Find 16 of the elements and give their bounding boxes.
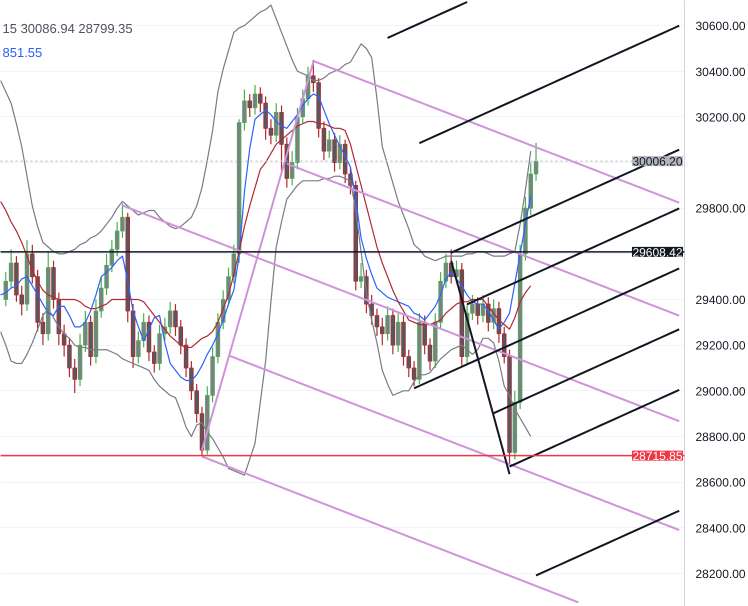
y-tick-label: 29800.00 [696,202,746,216]
y-tick-label: 28200.00 [696,566,746,581]
y-tick-label: 28400.00 [696,521,746,536]
y-tick-label: 30200.00 [696,110,746,124]
ref-line-label: 30006.20 [632,154,683,169]
y-tick-label: 29400.00 [696,293,746,308]
ref-line-label: 28715.85 [632,449,683,464]
y-tick-label: 29000.00 [696,384,746,398]
y-tick-label: 29200.00 [696,338,746,353]
y-tick-label: 30400.00 [696,64,746,79]
ref-line-label: 29608.42 [632,245,683,260]
y-tick-label: 28800.00 [696,430,746,444]
y-tick-label: 28600.00 [696,476,746,490]
y-tick-label: 30600.00 [696,19,746,34]
annotation: 15 30086.94 28799.35 [2,21,133,36]
annotation: 851.55 [2,45,42,60]
